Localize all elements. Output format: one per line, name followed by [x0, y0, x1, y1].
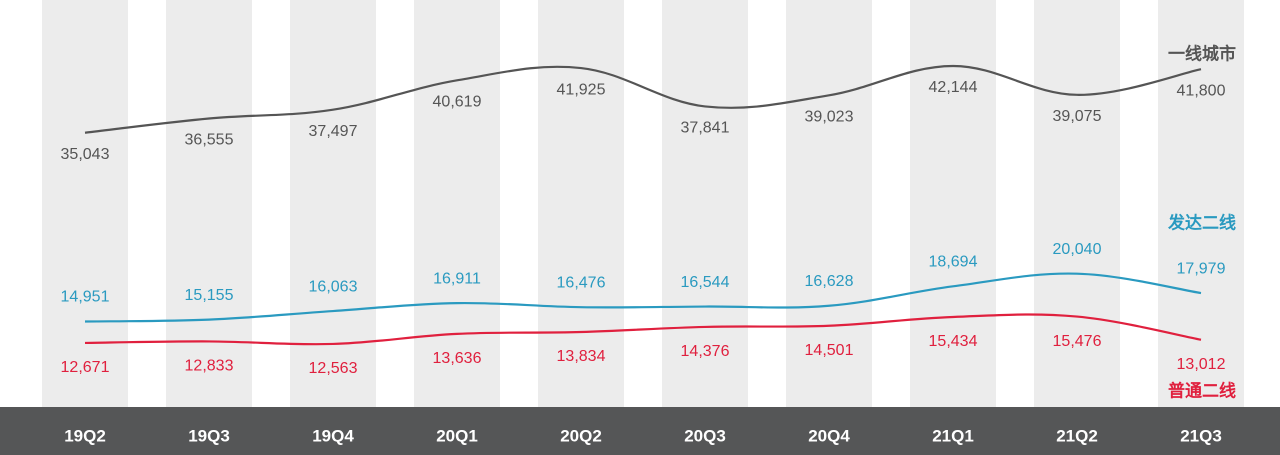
x-tick-label: 21Q2: [1056, 426, 1098, 445]
data-label: 16,628: [805, 273, 854, 290]
data-label: 14,501: [805, 342, 854, 359]
column-band: [290, 0, 376, 407]
data-label: 12,671: [61, 359, 110, 376]
x-tick-label: 21Q1: [932, 426, 974, 445]
data-label: 14,951: [61, 289, 110, 306]
column-band: [42, 0, 128, 407]
data-label: 17,979: [1177, 260, 1226, 277]
data-label: 41,800: [1177, 82, 1226, 99]
data-label: 16,911: [433, 270, 481, 287]
x-tick-label: 19Q2: [64, 426, 106, 445]
data-label: 40,619: [433, 94, 482, 111]
x-tick-label: 19Q3: [188, 426, 230, 445]
data-label: 13,834: [557, 348, 606, 365]
series-line: [84, 313, 1202, 346]
data-label: 36,555: [185, 132, 234, 149]
data-label: 16,063: [309, 278, 358, 295]
series-line: [84, 272, 1202, 323]
data-label: 20,040: [1053, 241, 1102, 258]
data-label: 16,476: [557, 274, 606, 291]
legend-label: 普通二线: [1168, 380, 1236, 400]
column-band: [538, 0, 624, 407]
data-label: 13,636: [433, 350, 482, 367]
data-label: 14,376: [681, 343, 730, 360]
x-tick-label: 20Q2: [560, 426, 602, 445]
x-tick-label: 20Q3: [684, 426, 726, 445]
data-label: 42,144: [929, 79, 978, 96]
data-label: 15,155: [185, 287, 234, 304]
data-label: 39,023: [805, 109, 854, 126]
data-label: 41,925: [557, 81, 606, 98]
x-tick-label: 21Q3: [1180, 426, 1222, 445]
data-label: 35,043: [61, 146, 110, 163]
x-tick-label: 19Q4: [312, 426, 354, 445]
column-band: [662, 0, 748, 407]
data-label: 37,841: [681, 120, 730, 137]
data-label: 13,012: [1177, 356, 1226, 373]
column-band: [1034, 0, 1120, 407]
data-label: 39,075: [1053, 108, 1102, 125]
data-label: 15,434: [929, 333, 978, 350]
data-label: 12,563: [309, 360, 358, 377]
x-tick-label: 20Q4: [808, 426, 850, 445]
column-band: [166, 0, 252, 407]
category-bar: [0, 407, 1280, 455]
column-band: [414, 0, 500, 407]
data-label: 12,833: [185, 358, 234, 375]
data-label: 15,476: [1053, 333, 1102, 350]
data-label: 18,694: [929, 254, 978, 271]
x-tick-label: 20Q1: [436, 426, 478, 445]
series-line: [84, 64, 1202, 134]
legend-label: 一线城市: [1168, 43, 1236, 63]
data-label: 37,497: [309, 123, 358, 140]
data-label: 16,544: [681, 274, 730, 291]
legend-label: 发达二线: [1167, 212, 1236, 232]
column-band: [786, 0, 872, 407]
